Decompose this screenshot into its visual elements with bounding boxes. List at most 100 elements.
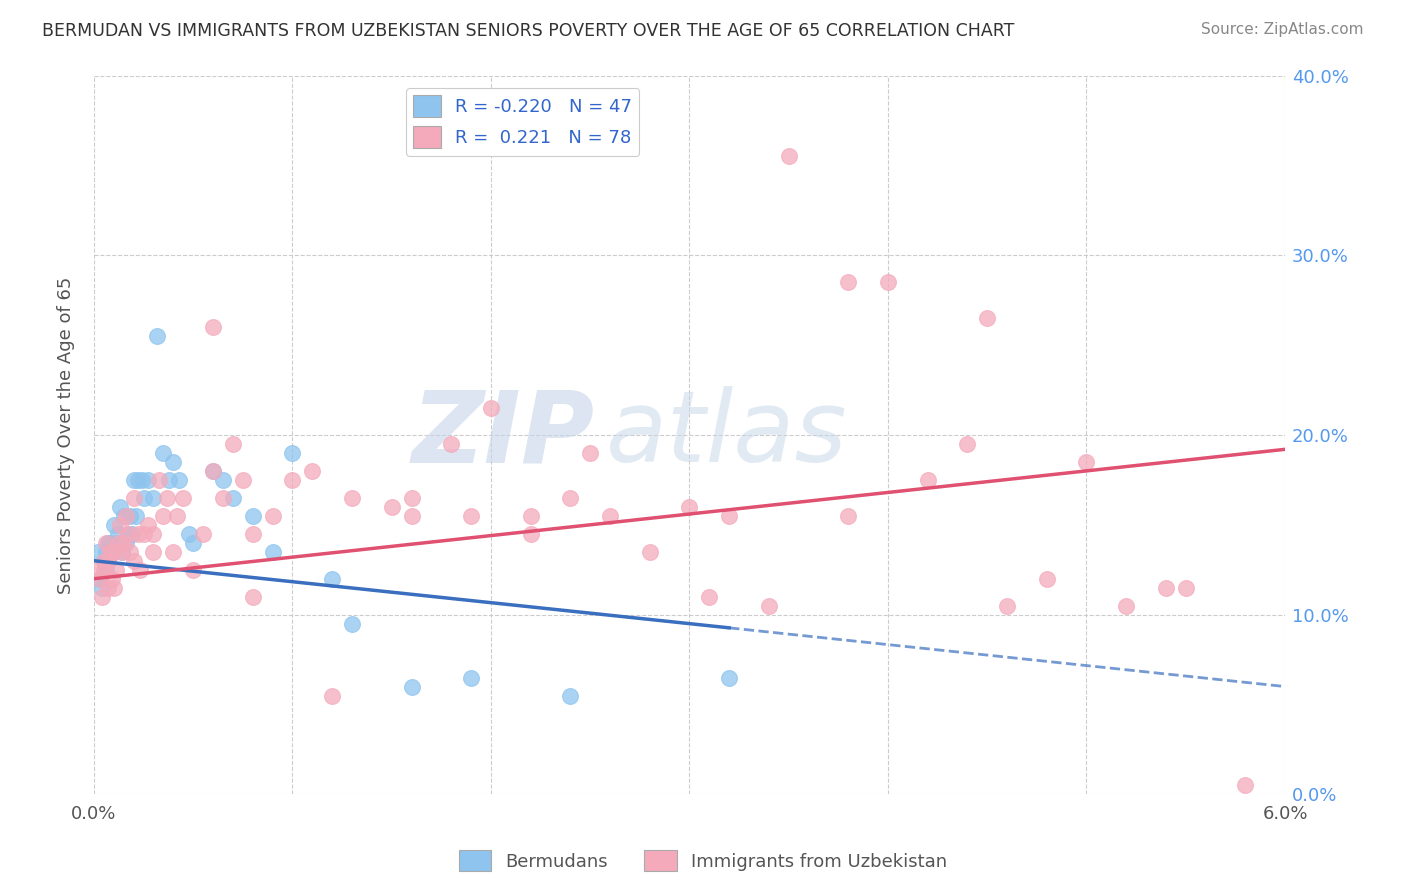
Point (956, 437, 979, 451)
Point (1234, 778, 1257, 792)
Point (758, 599, 780, 613)
Point (112, 535, 135, 549)
Point (281, 446, 304, 460)
Point (101, 545, 124, 559)
Point (778, 149, 800, 163)
Y-axis label: Seniors Poverty Over the Age of 65: Seniors Poverty Over the Age of 65 (58, 277, 75, 594)
Point (94, 563, 117, 577)
Point (202, 464, 225, 478)
Point (132, 491, 155, 505)
Point (1115, 599, 1137, 613)
Point (222, 437, 245, 451)
Point (152, 446, 174, 460)
Point (212, 473, 235, 487)
Point (718, 508, 741, 523)
Point (97, 554, 120, 568)
Point (122, 554, 145, 568)
Point (321, 689, 343, 703)
Point (128, 563, 150, 577)
Point (242, 590, 264, 604)
Point (1036, 572, 1059, 586)
Point (156, 491, 179, 505)
Point (181, 535, 204, 549)
Point (718, 671, 741, 685)
Point (1154, 581, 1177, 595)
Point (136, 517, 159, 532)
Point (242, 526, 264, 541)
Point (917, 473, 939, 487)
Point (122, 491, 145, 505)
Point (87, 545, 110, 559)
Point (101, 572, 124, 586)
Point (162, 455, 184, 469)
Point (1076, 455, 1098, 469)
Point (127, 526, 149, 541)
Point (111, 545, 134, 559)
Point (94, 535, 117, 549)
Point (837, 275, 859, 289)
Point (697, 590, 720, 604)
Point (103, 545, 125, 559)
Point (560, 491, 582, 505)
Point (191, 526, 214, 541)
Point (212, 491, 235, 505)
Point (169, 473, 191, 487)
Point (114, 535, 136, 549)
Point (108, 500, 131, 514)
Point (321, 572, 343, 586)
Point (479, 401, 502, 415)
Point (93, 554, 115, 568)
Point (281, 473, 304, 487)
Point (579, 446, 602, 460)
Legend: Bermudans, Immigrants from Uzbekistan: Bermudans, Immigrants from Uzbekistan (451, 843, 955, 879)
Point (89, 572, 111, 586)
Point (678, 500, 700, 514)
Point (97, 581, 120, 595)
Point (98, 535, 121, 549)
Point (111, 545, 134, 559)
Point (166, 508, 188, 523)
Point (104, 563, 127, 577)
Point (117, 526, 139, 541)
Point (142, 526, 165, 541)
Point (837, 508, 859, 523)
Legend: R = -0.220   N = 47, R =  0.221   N = 78: R = -0.220 N = 47, R = 0.221 N = 78 (406, 88, 640, 156)
Point (222, 491, 245, 505)
Point (301, 464, 323, 478)
Point (131, 473, 153, 487)
Point (108, 517, 131, 532)
Point (117, 526, 139, 541)
Point (401, 680, 423, 694)
Point (202, 320, 225, 334)
Point (121, 526, 143, 541)
Text: ZIP: ZIP (411, 386, 595, 483)
Text: Source: ZipAtlas.com: Source: ZipAtlas.com (1201, 22, 1364, 37)
Point (146, 329, 169, 343)
Point (90, 581, 112, 595)
Point (142, 491, 165, 505)
Point (107, 526, 129, 541)
Point (104, 535, 127, 549)
Point (87, 563, 110, 577)
Point (124, 508, 146, 523)
Point (976, 311, 998, 326)
Point (148, 473, 170, 487)
Point (162, 545, 184, 559)
Point (93, 554, 115, 568)
Point (519, 526, 541, 541)
Point (103, 545, 125, 559)
Point (152, 508, 174, 523)
Point (995, 599, 1018, 613)
Point (262, 508, 284, 523)
Point (340, 491, 363, 505)
Point (132, 526, 155, 541)
Point (112, 508, 135, 523)
Point (1174, 581, 1197, 595)
Point (118, 545, 141, 559)
Point (877, 275, 900, 289)
Point (157, 473, 180, 487)
Point (94, 545, 117, 559)
Point (103, 581, 125, 595)
Point (90, 590, 112, 604)
Point (460, 508, 482, 523)
